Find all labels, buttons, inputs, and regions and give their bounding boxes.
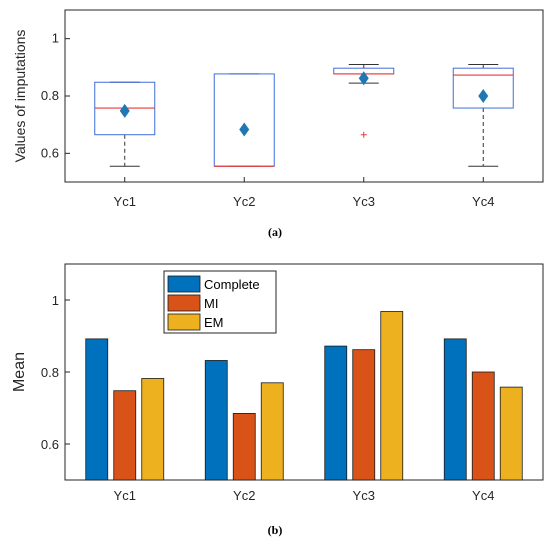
x-tick-label: Yc3	[353, 194, 375, 209]
x-tick-label: Yc4	[472, 488, 494, 503]
bar	[232, 412, 256, 481]
legend-swatch	[167, 294, 201, 312]
bar	[443, 338, 467, 481]
boxplot-axes-frame	[64, 9, 544, 183]
bar	[204, 360, 228, 481]
x-tick-label: Yc2	[233, 194, 255, 209]
y-tick-label: 0.6	[41, 145, 59, 160]
x-tick-label: Yc2	[233, 488, 255, 503]
outlier-marker	[360, 131, 367, 138]
legend-swatch	[167, 275, 201, 293]
barchart-legend: Complete MI EM	[163, 270, 277, 334]
boxplot-panel: 0.6 0.8 1 Yc1 Yc2 Yc3 Yc4 Values of imputatio…	[12, 9, 544, 239]
barchart-bars	[85, 311, 523, 481]
y-tick-label: 0.8	[41, 365, 59, 380]
x-tick-label: Yc4	[472, 194, 494, 209]
mean-marker	[239, 122, 250, 137]
bar	[113, 390, 137, 481]
bar	[141, 378, 165, 481]
y-tick-label: 1	[52, 31, 59, 46]
legend-swatch	[167, 313, 201, 331]
x-tick-label: Yc1	[114, 488, 136, 503]
barchart-y-axis-label: Mean	[11, 352, 28, 392]
mean-marker	[358, 71, 369, 86]
bar	[471, 371, 495, 481]
barchart-x-ticks: Yc1 Yc2 Yc3 Yc4	[114, 475, 494, 503]
box-iqr	[452, 67, 514, 109]
x-tick-label: Yc1	[114, 194, 136, 209]
boxplot-caption: (a)	[268, 225, 282, 239]
bar	[324, 345, 348, 481]
barchart-panel: 0.6 0.8 1 Yc1 Yc2 Yc3 Yc4 Mean Complete MI EM (…	[11, 263, 544, 537]
bar	[499, 386, 523, 481]
bar	[380, 311, 404, 481]
x-tick-label: Yc3	[353, 488, 375, 503]
boxplot-boxes	[94, 63, 514, 167]
legend-label: Complete	[204, 277, 260, 292]
bar	[85, 338, 109, 481]
barchart-axes-frame	[64, 263, 544, 481]
boxplot-x-ticks: Yc1 Yc2 Yc3 Yc4	[114, 177, 494, 209]
boxplot-y-axis-label: Values of imputations	[12, 30, 28, 163]
barchart-caption: (b)	[268, 523, 283, 537]
mean-marker	[119, 103, 130, 118]
bar	[352, 349, 376, 481]
legend-label: MI	[204, 296, 218, 311]
y-tick-label: 0.6	[41, 437, 59, 452]
boxplot-y-ticks: 0.6 0.8 1	[41, 31, 70, 160]
bar	[260, 382, 284, 481]
y-tick-label: 0.8	[41, 88, 59, 103]
mean-marker	[478, 89, 489, 103]
y-tick-label: 1	[52, 293, 59, 308]
legend-label: EM	[204, 315, 224, 330]
barchart-y-ticks: 0.6 0.8 1	[41, 293, 70, 452]
